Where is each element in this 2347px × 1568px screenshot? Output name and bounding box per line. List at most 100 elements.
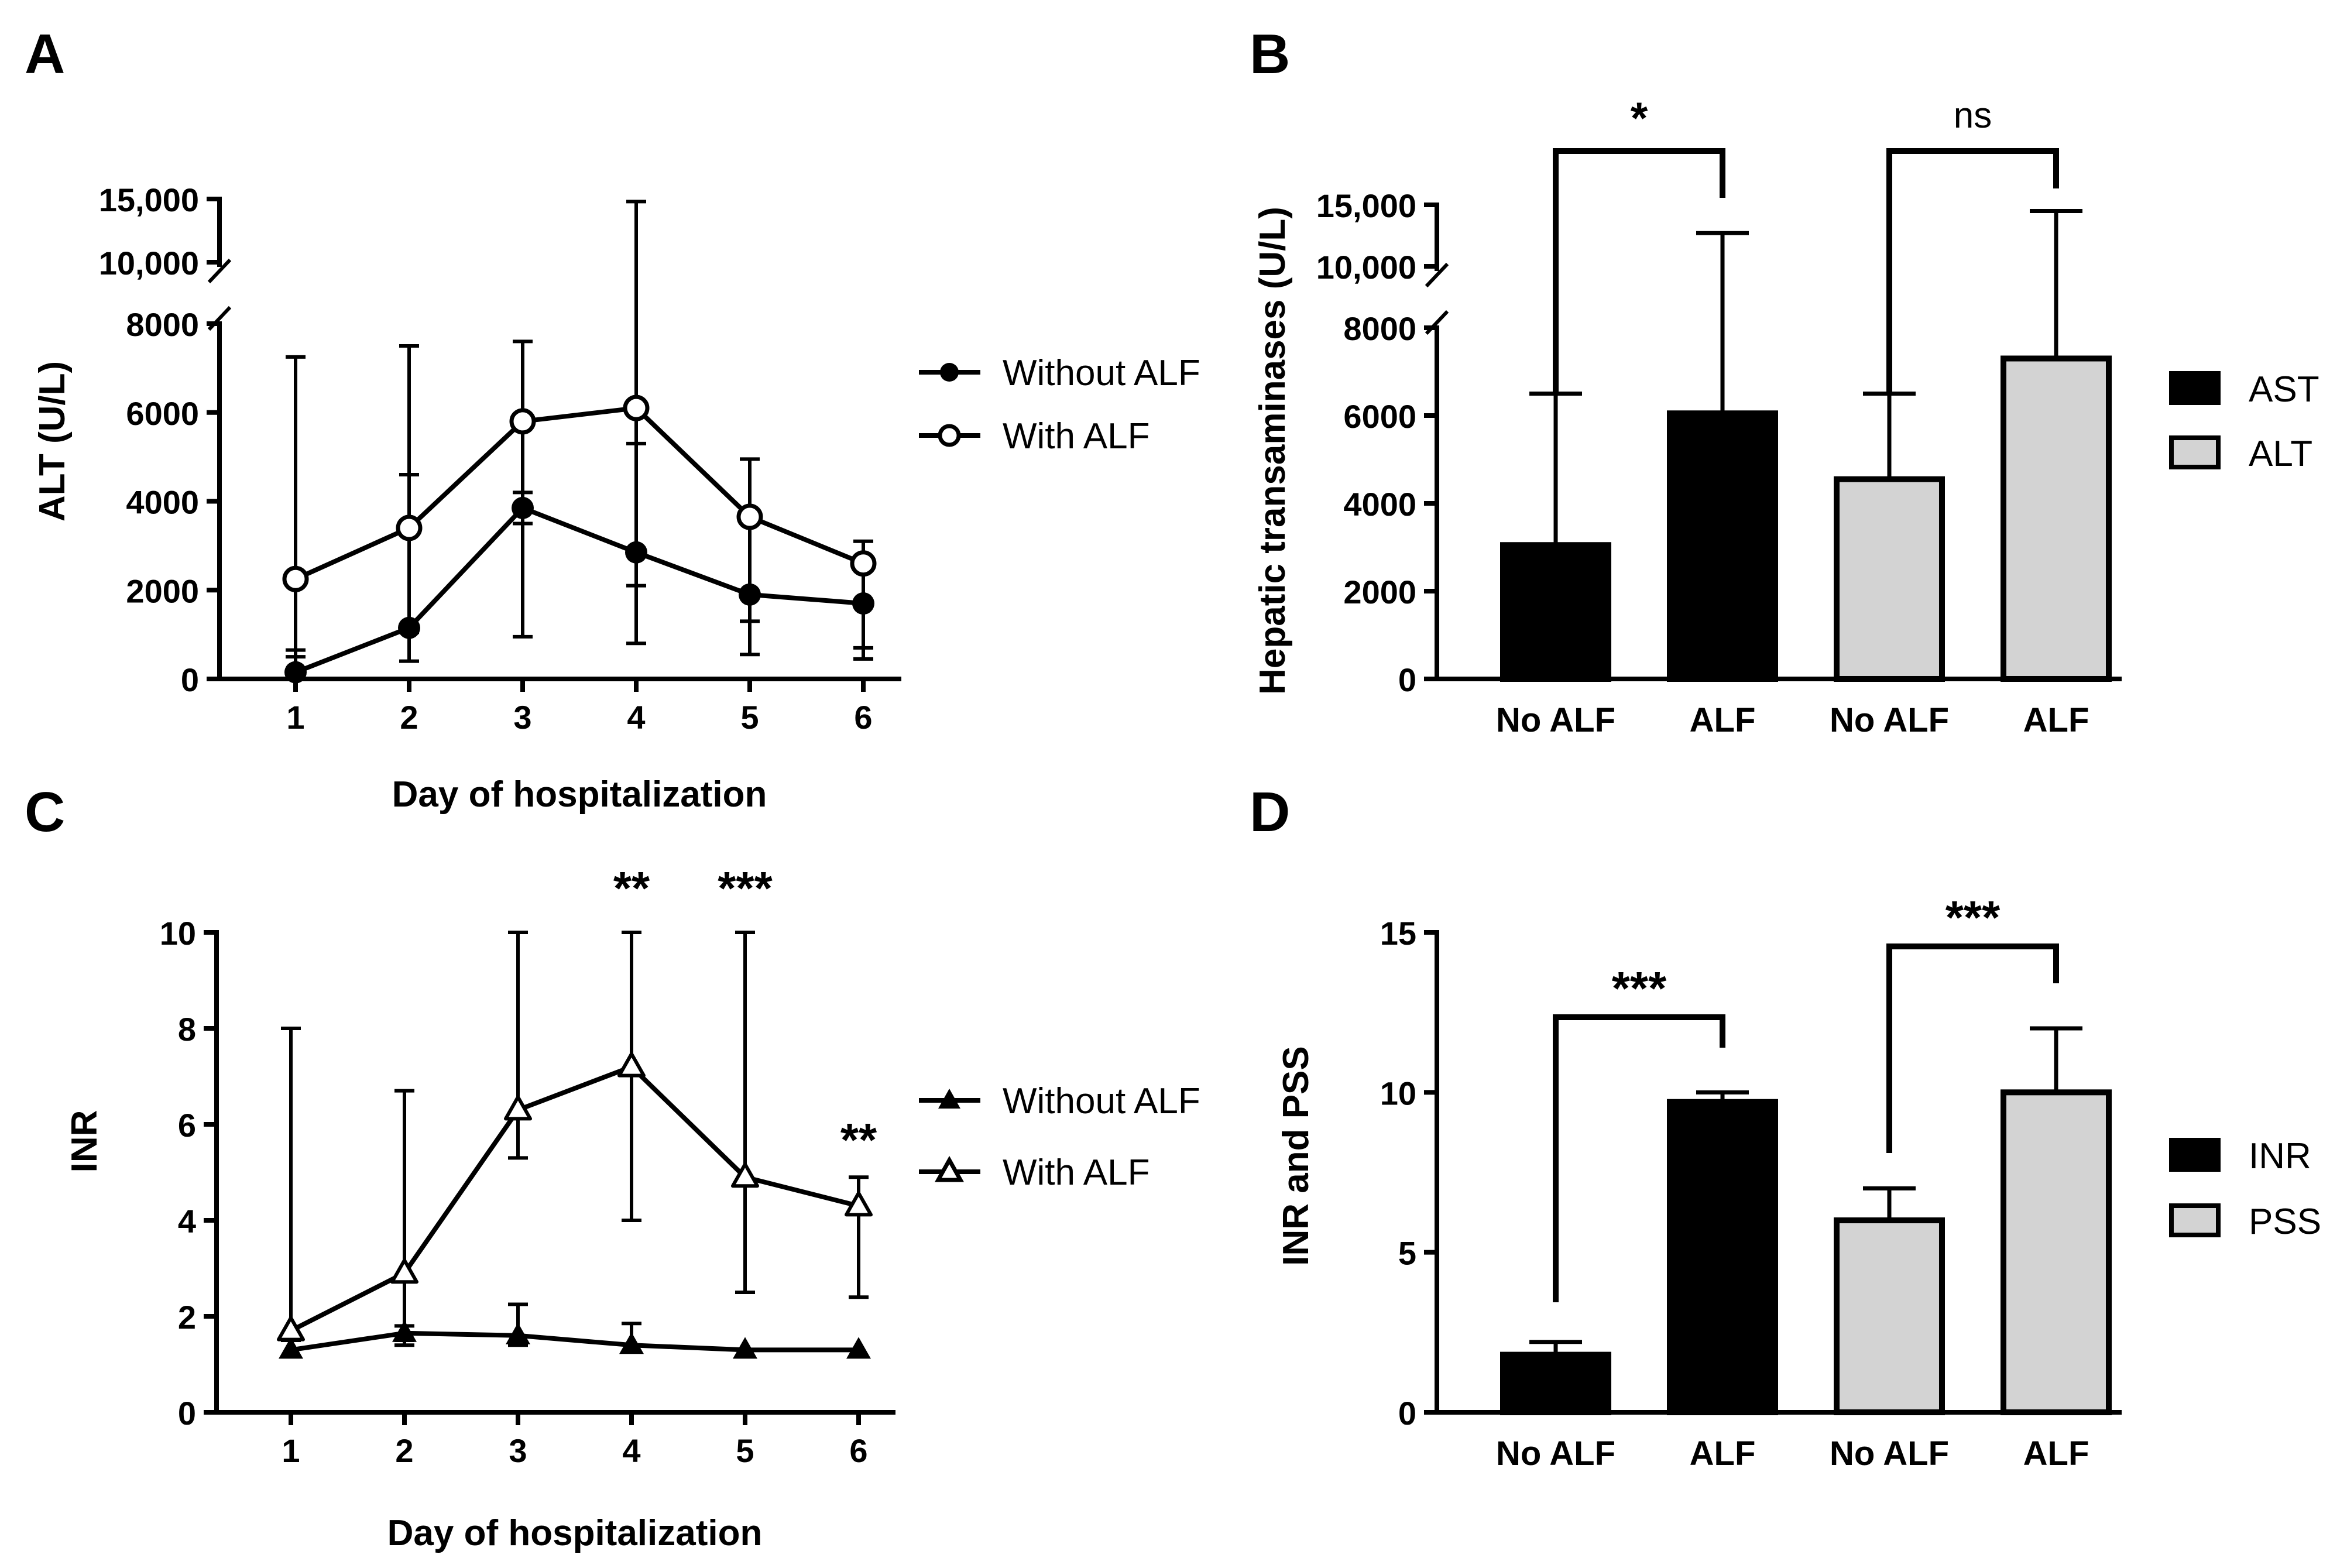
panel-a-legend-label-without-alf: Without ALF: [1003, 353, 1200, 393]
panel-d-legend: INR PSS: [2169, 1136, 2321, 1242]
panel-a-point-with-alf: [736, 503, 763, 530]
panel-a-y-tick-label: 8000: [126, 306, 199, 343]
panel-d-significance-label: ***: [1945, 891, 2001, 943]
panel-a-series-line-with-alf: [294, 406, 864, 581]
panel-a-point-without-alf: [625, 541, 647, 564]
panel-b-error-bars: [1529, 209, 2082, 545]
panel-d-bar-pss-alf: [2001, 1089, 2112, 1416]
panel-a-legend-label-with-alf: With ALF: [1003, 416, 1150, 457]
panel-a-y-tick-label: 15,000: [99, 181, 199, 218]
panel-a-point-with-alf: [396, 514, 423, 541]
panel-d-bars: [1500, 1089, 2112, 1416]
panel-b-y-label: Hepatic transaminases (U/L): [1253, 207, 1293, 695]
panel-a-y-tick-label: 10,000: [99, 245, 199, 282]
panel-d-x-tick-label: No ALF: [1496, 1435, 1615, 1473]
panel-c-point-without-alf: [279, 1337, 303, 1359]
panel-b-legend-label-ast: AST: [2249, 369, 2319, 410]
panel-c-y-tick-label: 0: [178, 1395, 196, 1432]
panel-a-point-with-alf: [623, 394, 650, 421]
panel-d-significance-bracket: [1553, 1014, 1725, 1302]
panel-b-x-tick-label: ALF: [1690, 701, 1756, 739]
panel-c-legend-label-with-alf: With ALF: [1003, 1152, 1150, 1193]
panel-b-significance-label: *: [1631, 94, 1648, 143]
panel-a-y-tick-label: 0: [181, 661, 199, 698]
panel-d-bar-inr-no-alf: [1500, 1351, 1611, 1416]
panel-label-d: D: [1250, 781, 1290, 843]
panel-a-point-with-alf: [282, 565, 309, 592]
panel-a-point-without-alf: [512, 496, 534, 519]
panel-d-bar-inr-alf: [1667, 1099, 1778, 1415]
panel-d-y-label: INR and PSS: [1276, 1046, 1316, 1266]
panel-d-y-tick-label: 10: [1380, 1075, 1416, 1111]
panel-b-y-tick-label: 8000: [1343, 310, 1416, 347]
panel-d-bar-pss-no-alf: [1834, 1217, 1945, 1415]
panel-b-bar-alt-no-alf: [1834, 476, 1945, 682]
panel-b-y-tick-label: 15,000: [1316, 187, 1416, 224]
panel-d-y-tick-label: 0: [1398, 1395, 1416, 1432]
panel-c-y-label: INR: [64, 1110, 105, 1173]
panel-b-legend-label-alt: ALT: [2249, 434, 2312, 474]
panel-a-x-tick-label: 1: [286, 699, 304, 736]
panel-a-point-without-alf: [739, 583, 761, 606]
panel-c-point-without-alf: [846, 1337, 871, 1359]
panel-d-significance: *** ***: [1553, 891, 2059, 1302]
panel-b-significance-bracket: [1553, 148, 1725, 393]
panel-c-legend-marker-with-alf: [935, 1155, 964, 1182]
panel-c-series-lines: [290, 1064, 859, 1353]
panel-d-axes: 0 5 10 15 No ALF ALF No ALF ALF: [1380, 915, 2122, 1473]
panel-c-series-line-with-alf: [290, 1064, 859, 1333]
panel-b-legend-swatch-alt: [2169, 435, 2221, 469]
panel-d-legend-label-pss: PSS: [2249, 1202, 2321, 1242]
panel-a-point-without-alf: [284, 661, 307, 684]
panel-d-legend-swatch-inr: [2169, 1138, 2221, 1172]
panel-d-significance-bracket: [1886, 943, 2059, 1153]
panel-c-point-with-alf: [390, 1258, 418, 1284]
panel-a-x-tick-label: 2: [400, 699, 418, 736]
panel-a-y-tick-label: 6000: [126, 395, 199, 432]
panel-c-x-tick-label: 5: [736, 1432, 754, 1469]
panel-c-point-with-alf: [277, 1316, 305, 1341]
panel-c-point-without-alf: [392, 1320, 417, 1342]
panel-a-point-without-alf: [398, 616, 420, 639]
panel-a-legend-marker-without-alf: [940, 363, 959, 382]
panel-a-y-tick-label: 2000: [126, 572, 199, 609]
panel-c-point-without-alf: [506, 1322, 530, 1344]
panel-c-point-with-alf: [731, 1162, 759, 1188]
panel-c-y-tick-label: 10: [160, 915, 196, 952]
panel-c-x-tick-label: 3: [509, 1432, 527, 1469]
panel-c-y-tick-label: 6: [178, 1107, 196, 1144]
panel-a-x-tick-label: 6: [854, 699, 872, 736]
panel-c-y-tick-label: 2: [178, 1299, 196, 1336]
panel-d-x-tick-label: ALF: [2023, 1435, 2089, 1473]
panel-b-y-tick-label: 6000: [1343, 398, 1416, 435]
panel-d-legend-swatch-pss: [2169, 1203, 2221, 1237]
panel-a-markers: [282, 394, 877, 684]
panel-c-x-tick-label: 1: [282, 1432, 300, 1469]
panel-d-y-tick-label: 5: [1398, 1235, 1416, 1272]
panel-a-series-line-without-alf: [294, 505, 864, 675]
panel-c-series-line-without-alf: [290, 1330, 859, 1353]
panel-b-legend: AST ALT: [2169, 369, 2319, 474]
panel-c-point-without-alf: [733, 1337, 757, 1359]
panel-b-significance-label: ns: [1954, 95, 1992, 136]
panel-b-y-tick-label: 0: [1398, 661, 1416, 698]
panel-c-x-tick-label: 4: [622, 1432, 640, 1469]
panel-b-bar-ast-alf: [1667, 410, 1778, 682]
panel-c-point-without-alf: [619, 1332, 644, 1354]
panel-a-y-tick-label: 4000: [126, 484, 199, 521]
panel-c-legend-marker-without-alf: [938, 1089, 960, 1109]
panel-c-markers: [277, 1052, 873, 1359]
panel-c-x-tick-label: 6: [849, 1432, 867, 1469]
panel-d-significance-label: ***: [1612, 962, 1667, 1014]
panel-c-significance-label: **: [840, 1114, 877, 1166]
panel-label-b: B: [1250, 23, 1290, 85]
panel-b-significance-bracket: [1886, 148, 2059, 393]
panel-c-x-tick-label: 2: [395, 1432, 413, 1469]
panel-a-y-label: ALT (U/L): [32, 361, 73, 521]
panel-a-x-tick-label: 5: [740, 699, 759, 736]
panel-d-bar-chart: INR and PSS 0 5 10 15 No ALF ALF No ALF ALF ***…: [1276, 891, 2321, 1473]
panel-b-y-tick-label: 10,000: [1316, 249, 1416, 286]
